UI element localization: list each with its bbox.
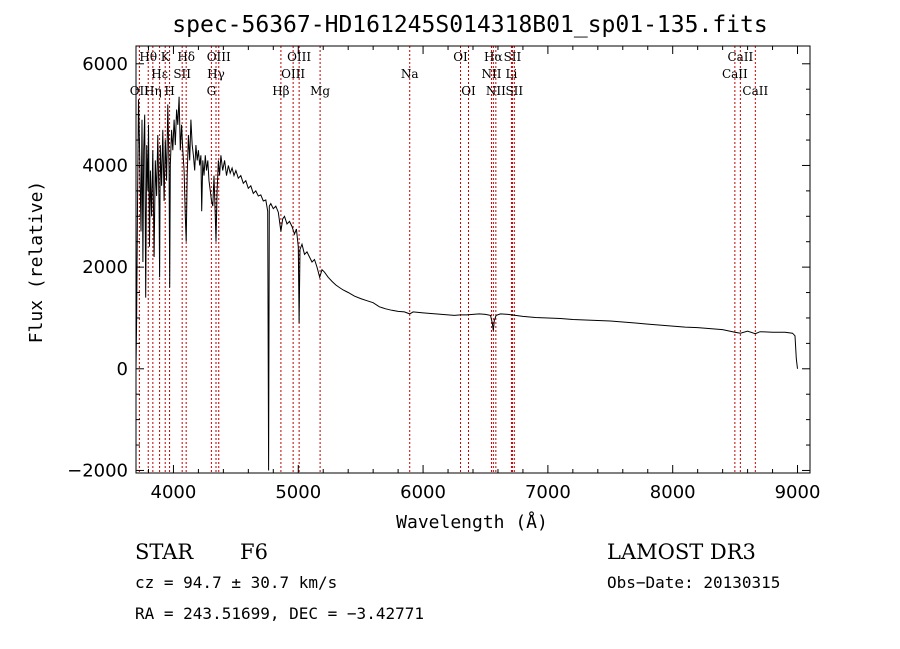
spectral-line-label: Hα (484, 50, 503, 64)
y-tick-label: 2000 (82, 257, 128, 278)
spectral-line-label: Hε (151, 67, 168, 81)
spectral-line-label: OIII (281, 67, 305, 81)
spectral-line-label: Hη (144, 84, 162, 98)
spectral-line-label: K (161, 50, 171, 64)
spectral-line-label: SII (173, 67, 191, 81)
spectral-line-label: OI (461, 84, 476, 98)
y-tick-label: −2000 (67, 460, 128, 481)
plot-frame (135, 45, 811, 474)
y-tick-label: 0 (117, 359, 128, 380)
x-tick-label: 5000 (275, 482, 321, 503)
spectral-line-label: CaII (727, 50, 753, 64)
spectral-line-label: CaII (722, 67, 748, 81)
x-axis-ticks: 4000 5000 6000 7000 8000 9000 (147, 46, 821, 503)
spectral-line-label: CaII (742, 84, 768, 98)
spectral-line-label: Li (506, 67, 518, 81)
survey-name: LAMOST DR3 (607, 540, 756, 564)
spectral-line-label: G (207, 84, 217, 98)
y-axis-label: Flux (relative) (26, 181, 47, 344)
object-class: STAR (135, 540, 194, 564)
x-tick-label: 7000 (525, 482, 571, 503)
object-subclass: F6 (240, 540, 268, 564)
redshift-text: cz = 94.7 ± 30.7 km/s (135, 573, 337, 592)
x-tick-label: 4000 (151, 482, 197, 503)
coordinates-text: RA = 243.51699, DEC = −3.42771 (135, 604, 424, 623)
spectral-line-markers (138, 46, 756, 473)
spectral-line-label: Hβ (272, 84, 289, 98)
spectral-line-label: NII (486, 84, 506, 98)
spectral-line-label: OII (130, 84, 150, 98)
y-axis-ticks: −2000 0 2000 4000 6000 (67, 54, 810, 481)
spectral-line-label: OIII (207, 50, 231, 64)
spectral-line-label: H (164, 84, 174, 98)
spectrum-series-line (135, 96, 798, 471)
spectral-line-label: Hδ (177, 50, 195, 64)
chart-title: spec-56367-HD161245S014318B01_sp01-135.f… (172, 12, 767, 38)
spectral-line-label: Na (401, 67, 419, 81)
spectral-line-label: Hγ (207, 67, 225, 81)
spectral-line-label: OIII (287, 50, 311, 64)
spectral-line-label: Mg (310, 84, 330, 98)
y-tick-label: 4000 (82, 155, 128, 176)
spectral-line-label: Hθ (139, 50, 157, 64)
y-tick-label: 6000 (82, 54, 128, 75)
spectral-line-label: NII (481, 67, 501, 81)
x-tick-label: 8000 (650, 482, 696, 503)
spectral-line-label: SII (505, 84, 523, 98)
spectral-line-labels: OII Hθ Hη Hε K H SII Hδ G Hγ OIII Hβ OIII OIII Mg Na OI O… (130, 50, 769, 98)
spectral-line-label: SII (504, 50, 522, 64)
x-tick-label: 6000 (400, 482, 446, 503)
observation-date: Obs−Date: 20130315 (607, 573, 780, 592)
x-tick-label: 9000 (775, 482, 821, 503)
spectral-line-label: OI (453, 50, 468, 64)
x-axis-label: Wavelength (Å) (396, 511, 548, 533)
